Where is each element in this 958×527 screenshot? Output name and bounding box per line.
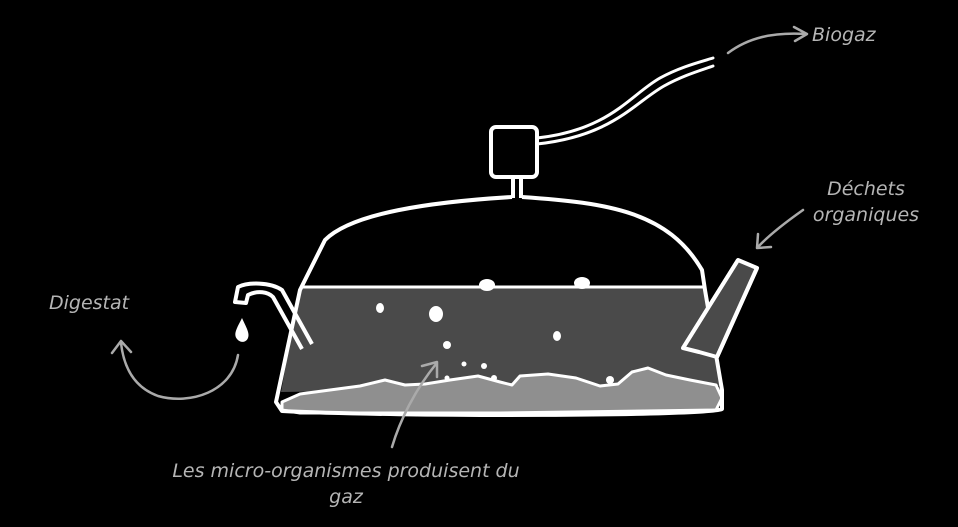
- label-dechets-line1: Déchets: [827, 178, 905, 200]
- gas-bubbles: [376, 277, 614, 384]
- gas-pipe: [535, 56, 715, 140]
- tank-outline: [274, 195, 724, 417]
- gas-pipe-inner: [535, 64, 715, 146]
- label-biogaz: Biogaz: [812, 24, 876, 46]
- label-micro-line1: Les micro-organismes produisent du: [172, 460, 520, 482]
- digester-liquid: [281, 287, 721, 392]
- input-tube-walls: [681, 258, 759, 358]
- digestate-drop-icon: [235, 318, 249, 342]
- micro-arrowhead: [420, 360, 439, 379]
- biogaz-arrow: [726, 32, 808, 55]
- label-micro-line2: gaz: [329, 486, 363, 508]
- label-micro-organismes: Les micro-organismes produisent du gaz: [150, 458, 542, 510]
- gas-valve: [489, 125, 539, 179]
- dechets-arrowhead: [755, 232, 773, 250]
- biogaz-arrowhead: [792, 25, 809, 43]
- sediment-layer: [280, 366, 724, 415]
- digestat-arrow: [119, 341, 240, 400]
- label-dechets-line2: organiques: [812, 204, 920, 226]
- digestat-arrowhead: [110, 339, 133, 355]
- annotation-arrows: [110, 25, 809, 449]
- dechets-arrow: [756, 208, 805, 249]
- digestate-outlet-pipe: [233, 281, 314, 350]
- micro-arrow: [390, 362, 438, 449]
- label-dechets-organiques: Déchets organiques: [800, 176, 932, 228]
- gas-valve-neck: [511, 176, 523, 198]
- label-digestat: Digestat: [49, 292, 130, 314]
